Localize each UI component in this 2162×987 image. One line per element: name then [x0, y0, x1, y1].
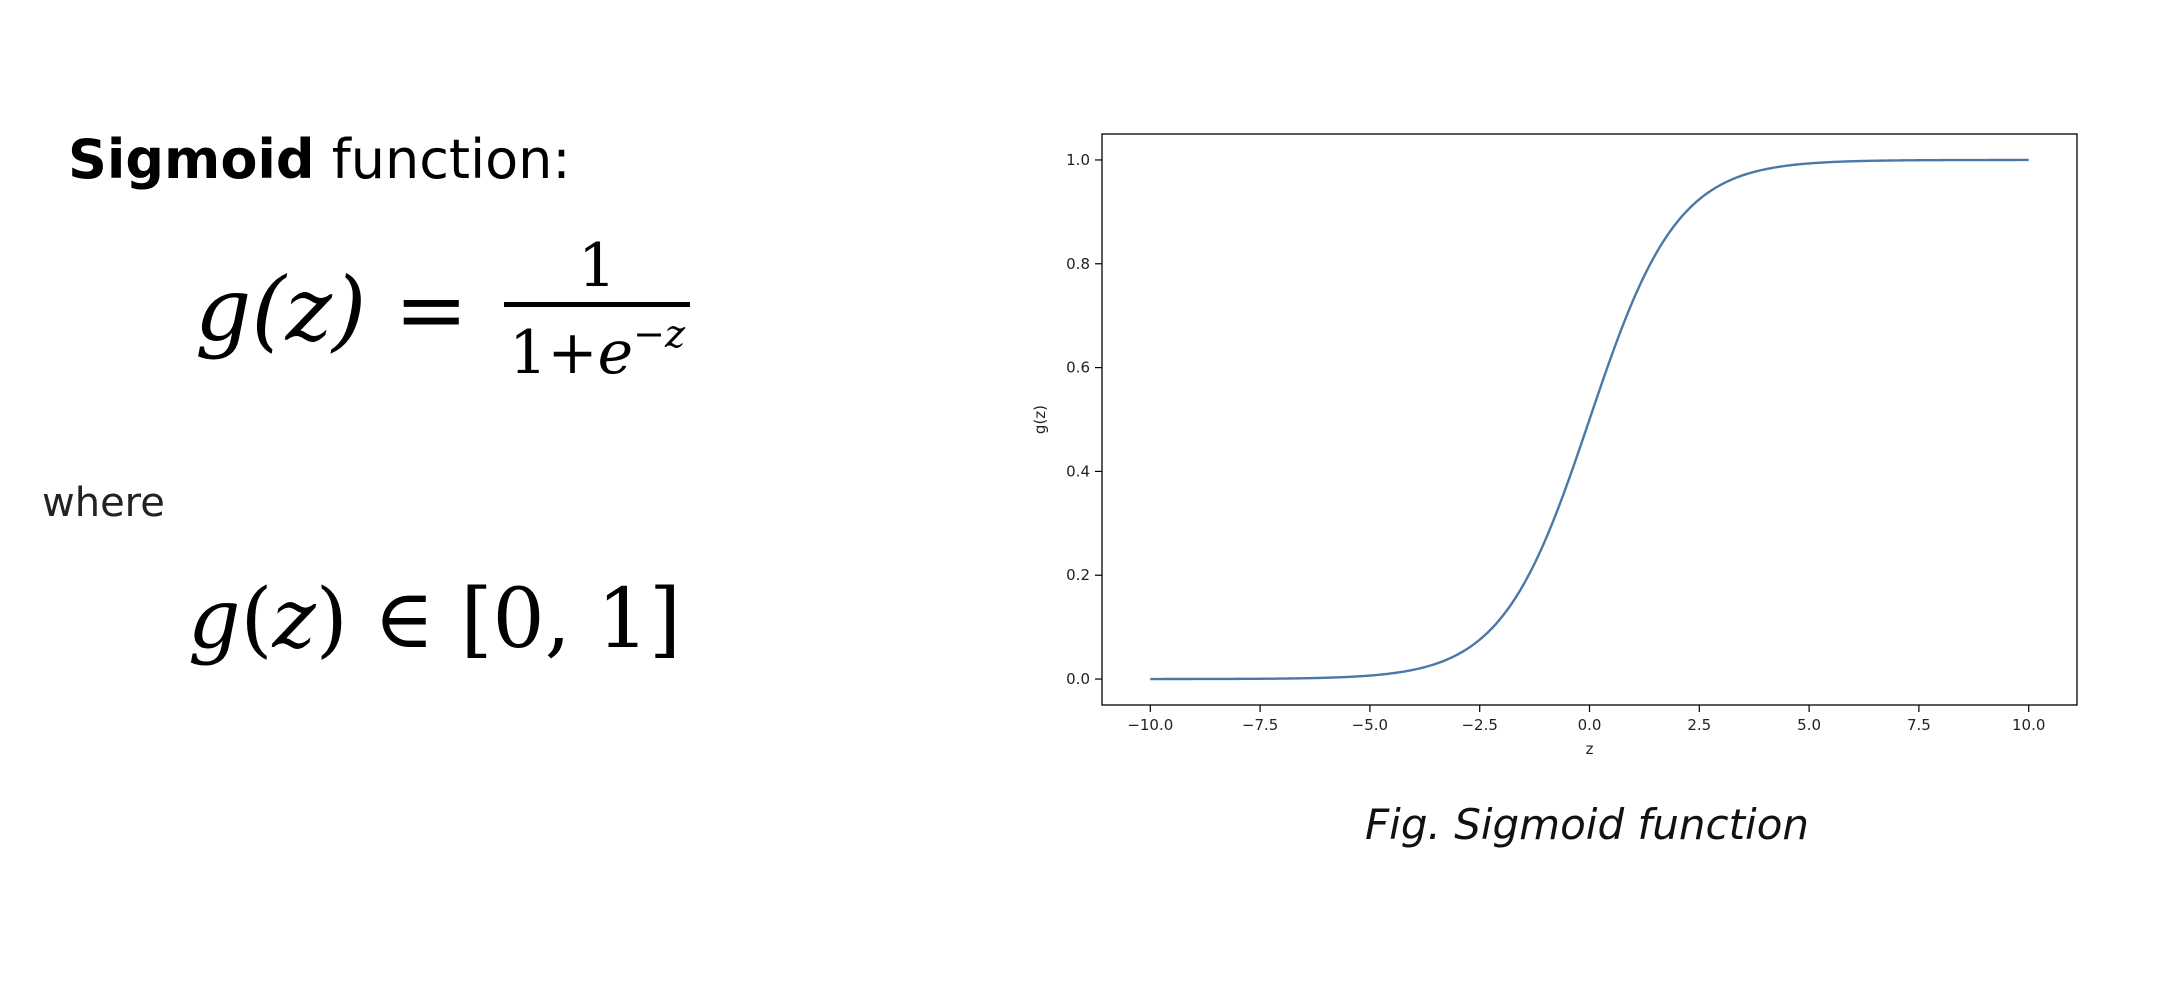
range-open: (: [240, 572, 273, 667]
y-tick-label: 0.6: [1066, 359, 1090, 377]
sigmoid-curve: [1150, 158, 2029, 681]
y-tick-label: 0.2: [1066, 566, 1090, 584]
x-axis-label: z: [1586, 740, 1594, 758]
y-axis-label: g(z): [1031, 405, 1049, 434]
x-tick-label: −10.0: [1127, 716, 1173, 734]
range-in: ∈: [347, 572, 461, 667]
x-tick-label: 0.0: [1578, 716, 1602, 734]
x-tick-label: 10.0: [2012, 716, 2045, 734]
x-tick-label: 7.5: [1907, 716, 1931, 734]
range-g: g: [188, 572, 241, 667]
range-interval: [0, 1]: [460, 572, 682, 667]
plot-layer: −10.0 −7.5 −5.0 −2.5 0.0 2.5 5.0 7.5 10.0 0.0 0.2 0…: [1031, 133, 2078, 758]
formula-numerator: 1: [578, 231, 617, 301]
y-tick-label: 0.8: [1066, 255, 1090, 273]
x-tick-label: 2.5: [1687, 716, 1711, 734]
denominator-base: 1+: [509, 318, 598, 388]
section-heading: Sigmoid function:: [68, 128, 571, 191]
range-formula: g(z) ∈ [0, 1]: [188, 572, 681, 667]
heading-rest: function:: [314, 128, 571, 191]
range-close: ): [315, 572, 348, 667]
x-tick-label: −7.5: [1242, 716, 1278, 734]
x-tick-label: −2.5: [1461, 716, 1497, 734]
sigmoid-formula: g(z) = 1 1+e−z: [195, 231, 691, 383]
figure-caption: Fig. Sigmoid function: [1365, 800, 1810, 849]
formula-denominator: 1+e−z: [509, 307, 685, 383]
formula-lhs: g(z): [195, 258, 367, 361]
fraction-bar: [504, 302, 691, 307]
formula-fraction: 1 1+e−z: [504, 231, 691, 383]
y-tick-label: 0.4: [1066, 462, 1090, 480]
y-tick-label: 0.0: [1066, 670, 1090, 688]
heading-bold: Sigmoid: [68, 128, 315, 191]
x-tick-label: −5.0: [1352, 716, 1388, 734]
range-z: z: [272, 572, 316, 667]
denominator-exponent: −z: [633, 312, 686, 356]
formula-equals: =: [394, 258, 469, 361]
where-text: where: [42, 480, 165, 526]
denominator-e: e: [597, 318, 634, 388]
y-tick-label: 1.0: [1066, 151, 1090, 169]
x-tick-label: 5.0: [1797, 716, 1821, 734]
